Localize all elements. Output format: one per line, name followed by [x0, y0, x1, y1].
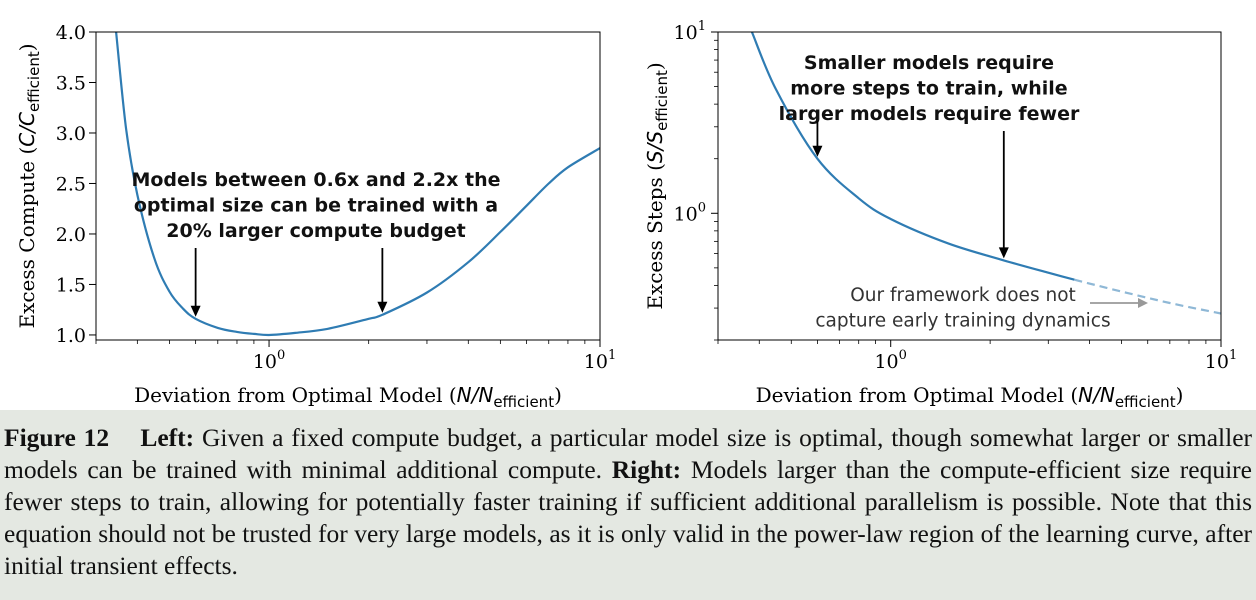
- figure-caption: Figure 12 Left: Given a fixed compute bu…: [4, 422, 1252, 582]
- y-tick-label: 2.5: [56, 173, 86, 195]
- y-tick-label: 1.5: [56, 274, 86, 296]
- x-tick-label: 100: [874, 348, 906, 373]
- series-line-solid: [750, 32, 1075, 281]
- y-tick-label: 2.0: [56, 224, 86, 246]
- figure-charts: 100 101 1.0 1.5 2.0 2.5 3.0 3.5 4.0 Deviation fro…: [0, 0, 1256, 410]
- annotation-text: Smaller models require more steps to trai…: [779, 52, 1080, 125]
- x-axis-label: Deviation from Optimal Model (N/Nefficie…: [134, 383, 562, 410]
- x-tick-label: 101: [1205, 348, 1237, 373]
- y-tick-label: 100: [674, 200, 706, 225]
- annotation-arrow-head: [377, 301, 388, 313]
- figure-background: [0, 0, 1256, 410]
- figure-label: Figure 12: [4, 423, 110, 452]
- x-axis-label: Deviation from Optimal Model (N/Nefficie…: [756, 383, 1184, 410]
- plot-frame: [95, 31, 601, 341]
- framework-note-arrow-head: [1138, 298, 1148, 308]
- x-tick-label: 101: [584, 348, 616, 373]
- plot-frame: [717, 31, 1222, 341]
- y-tick-label: 1.0: [56, 325, 86, 347]
- annotation-arrow-head: [998, 247, 1009, 259]
- y-axis-label: Excess Steps (S/Sefficient): [643, 62, 671, 309]
- series-line-solid: [115, 32, 600, 337]
- annotation-arrow-head: [812, 145, 823, 157]
- left-chart: 100 101 1.0 1.5 2.0 2.5 3.0 3.5 4.0 Deviation fro…: [15, 22, 616, 410]
- y-axis-label: Excess Compute (C/Cefficient): [15, 43, 43, 328]
- y-tick-label: 3.5: [56, 72, 86, 94]
- annotation-text: Models between 0.6x and 2.2x the optimal …: [131, 169, 500, 242]
- y-tick-label: 4.0: [56, 22, 86, 44]
- caption-left-label: Left:: [140, 423, 195, 452]
- caption-right-text: Models larger than the compute-efficient…: [4, 455, 1252, 580]
- right-chart: 100 101 100 101 Deviation from Optimal Model…: [643, 19, 1237, 410]
- y-tick-label: 3.0: [56, 123, 86, 145]
- y-tick-label: 101: [674, 19, 706, 44]
- caption-left-text: Given a fixed compute budget, a particul…: [4, 423, 1253, 484]
- caption-right-label: Right:: [611, 455, 682, 484]
- annotation-arrow-head: [190, 305, 201, 317]
- x-tick-label: 100: [253, 348, 285, 373]
- framework-note-text: Our framework does not capture early trai…: [815, 285, 1110, 332]
